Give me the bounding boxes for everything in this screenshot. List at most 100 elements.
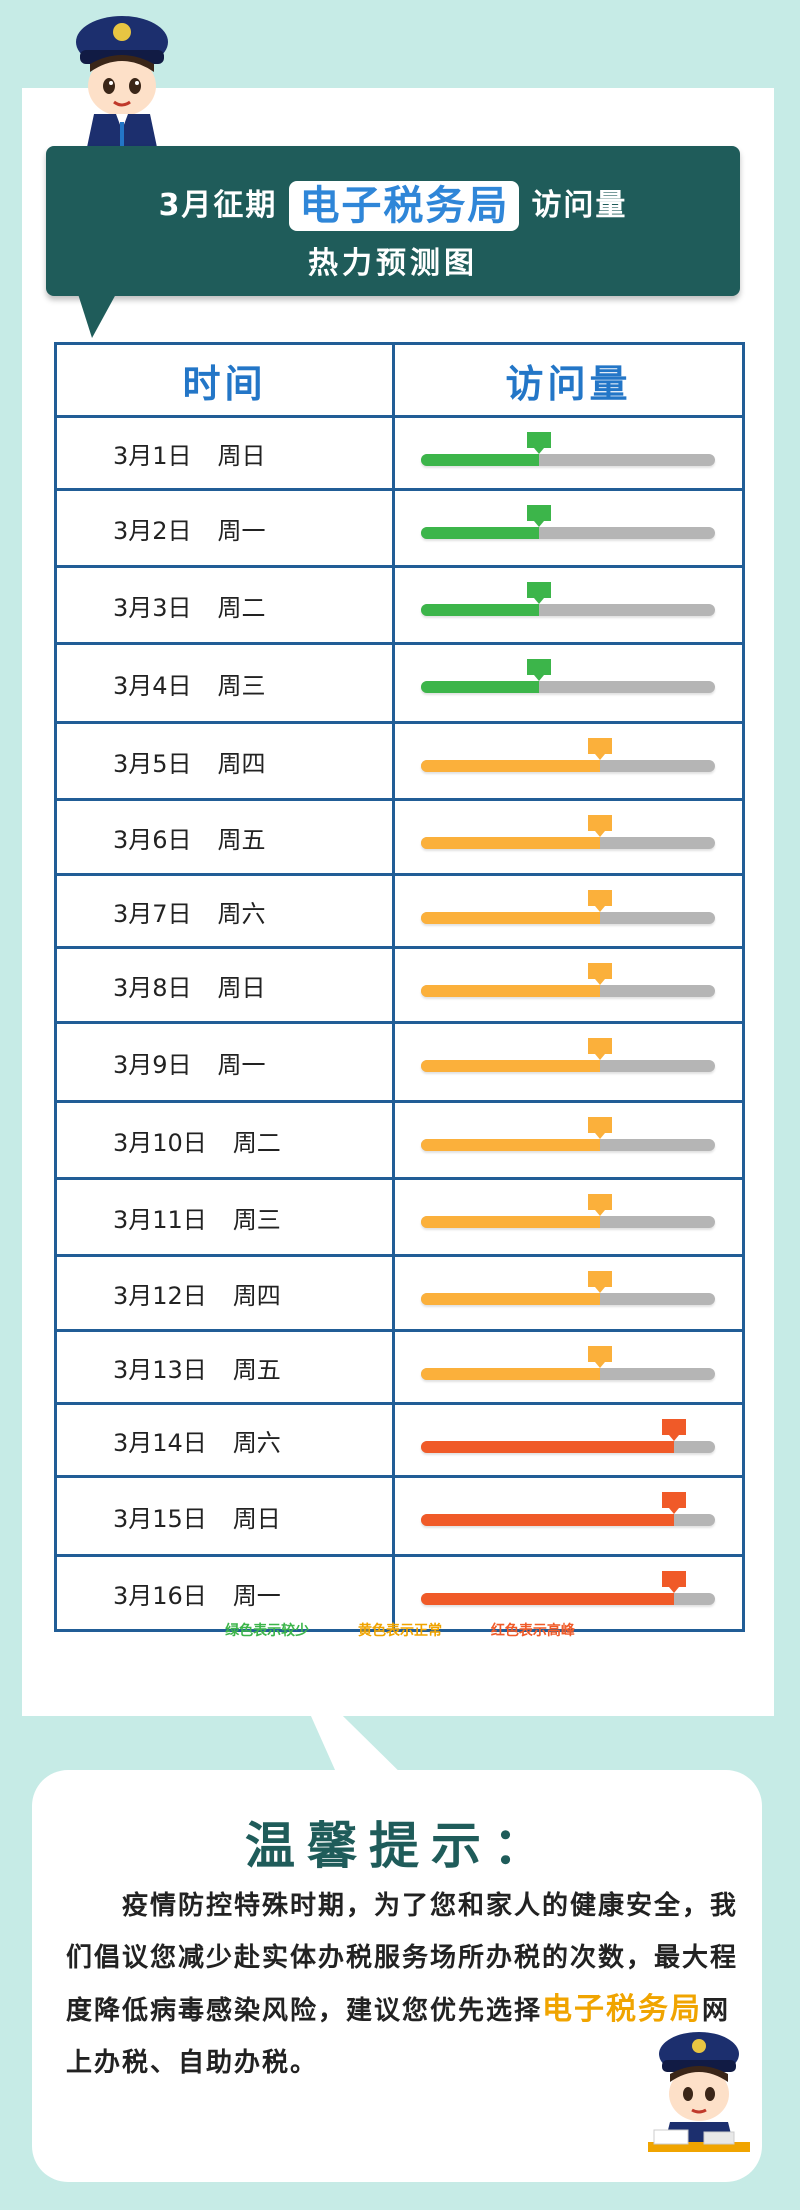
page-title: 3月征期 电子税务局 访问量: [46, 180, 740, 231]
table-row: 3月8日 周日: [54, 946, 745, 1024]
heat-table: 时间 访问量 3月1日 周日 3月2日 周一 3月3日 周二 3月4日 周三 3月5日 周四 3月6…: [54, 342, 745, 1632]
weekday-label: 周一: [217, 1050, 266, 1079]
visits-cell: [392, 1554, 745, 1632]
date-cell: 3月5日 周四: [54, 721, 395, 801]
date-cell: 3月11日 周三: [54, 1177, 395, 1257]
heat-marker-icon: [588, 1271, 613, 1293]
heat-marker-icon: [526, 582, 551, 604]
visits-cell: [392, 415, 745, 491]
weekday-label: 周六: [232, 1428, 281, 1457]
visits-cell: [392, 721, 745, 801]
heat-marker-icon: [588, 890, 613, 912]
weekday-label: 周四: [232, 1281, 281, 1310]
heat-marker-icon: [526, 505, 551, 527]
date-label: 3月9日: [113, 1050, 192, 1079]
heat-marker-icon: [588, 1346, 613, 1368]
heat-bar-fill: [421, 1514, 674, 1526]
title-highlight: 电子税务局: [289, 181, 520, 231]
heat-marker-icon: [526, 432, 551, 454]
heat-bar-track: [421, 505, 715, 539]
column-header-time: 时间: [54, 342, 395, 418]
table-row: 3月15日 周日: [54, 1475, 745, 1557]
table-row: 3月9日 周一: [54, 1021, 745, 1103]
heat-marker-icon: [588, 738, 613, 760]
table-row: 3月11日 周三: [54, 1177, 745, 1257]
date-label: 3月12日: [113, 1281, 207, 1310]
date-label: 3月2日: [113, 516, 192, 545]
header-tail: [78, 294, 116, 338]
table-row: 3月14日 周六: [54, 1402, 745, 1478]
heat-bar-fill: [421, 837, 601, 849]
tip-bubble: [32, 1770, 762, 2182]
legend-green: 绿色表示较少: [225, 1623, 310, 1639]
tip-text-1: 疫情防控特殊时期，为了您和家人的健康安全，我们倡议您减少赴实体办税服务场所办税的…: [66, 1891, 739, 2026]
weekday-label: 周五: [232, 1355, 281, 1384]
heat-bar-track: [421, 1117, 715, 1151]
tax-officer-desk-mascot-icon: [648, 2032, 750, 2152]
table-row: 3月16日 周一: [54, 1554, 745, 1632]
date-cell: 3月16日 周一: [54, 1554, 395, 1632]
visits-cell: [392, 798, 745, 876]
table-row: 3月2日 周一: [54, 488, 745, 568]
legend: 绿色表示较少 黄色表示正常 红色表示高峰: [0, 1620, 800, 1640]
heat-bar-fill: [421, 1441, 674, 1453]
heat-marker-icon: [661, 1492, 686, 1514]
table-row: 3月1日 周日: [54, 415, 745, 491]
date-label: 3月1日: [113, 441, 192, 470]
date-cell: 3月10日 周二: [54, 1100, 395, 1180]
table-row: 3月3日 周二: [54, 565, 745, 645]
heat-bar-fill: [421, 681, 539, 693]
date-label: 3月8日: [113, 973, 192, 1002]
table-row: 3月6日 周五: [54, 798, 745, 876]
weekday-label: 周三: [232, 1205, 281, 1234]
visits-cell: [392, 1021, 745, 1103]
date-label: 3月14日: [113, 1428, 207, 1457]
heat-bar-fill: [421, 1593, 674, 1605]
title-suffix: 访问量: [531, 188, 628, 223]
date-cell: 3月8日 周日: [54, 946, 395, 1024]
heat-bar-track: [421, 1038, 715, 1072]
visits-cell: [392, 1177, 745, 1257]
date-cell: 3月14日 周六: [54, 1402, 395, 1478]
visits-cell: [392, 1100, 745, 1180]
heat-bar-track: [421, 1194, 715, 1228]
date-cell: 3月6日 周五: [54, 798, 395, 876]
table-row: 3月5日 周四: [54, 721, 745, 801]
heat-bar-track: [421, 582, 715, 616]
date-label: 3月3日: [113, 593, 192, 622]
visits-cell: [392, 565, 745, 645]
heat-bar-track: [421, 432, 715, 466]
heat-bar-track: [421, 659, 715, 693]
date-cell: 3月15日 周日: [54, 1475, 395, 1557]
heat-marker-icon: [526, 659, 551, 681]
date-cell: 3月7日 周六: [54, 873, 395, 949]
visits-cell: [392, 1329, 745, 1405]
heat-bar-fill: [421, 912, 601, 924]
table-row: 3月10日 周二: [54, 1100, 745, 1180]
visits-cell: [392, 1402, 745, 1478]
table-row: 3月4日 周三: [54, 642, 745, 724]
heat-bar-track: [421, 1492, 715, 1526]
date-cell: 3月9日 周一: [54, 1021, 395, 1103]
visits-cell: [392, 488, 745, 568]
column-header-visits: 访问量: [392, 342, 745, 418]
tip-text-2: 网上办税、自助办税。: [66, 1996, 731, 2078]
table-row: 3月7日 周六: [54, 873, 745, 949]
tip-title: 温馨提示：: [245, 1817, 555, 1875]
page-subtitle: 热力预测图: [308, 246, 478, 281]
heat-bar-fill: [421, 1293, 601, 1305]
heat-bar-track: [421, 738, 715, 772]
date-label: 3月15日: [113, 1504, 207, 1533]
date-cell: 3月4日 周三: [54, 642, 395, 724]
heat-bar-track: [421, 1271, 715, 1305]
heat-marker-icon: [588, 1038, 613, 1060]
heat-bar-fill: [421, 1216, 601, 1228]
weekday-label: 周二: [217, 593, 266, 622]
heat-bar-fill: [421, 454, 539, 466]
tax-officer-mascot-icon: [76, 16, 168, 152]
heat-bar-track: [421, 815, 715, 849]
date-label: 3月11日: [113, 1205, 207, 1234]
date-cell: 3月12日 周四: [54, 1254, 395, 1332]
visits-cell: [392, 642, 745, 724]
date-label: 3月7日: [113, 899, 192, 928]
